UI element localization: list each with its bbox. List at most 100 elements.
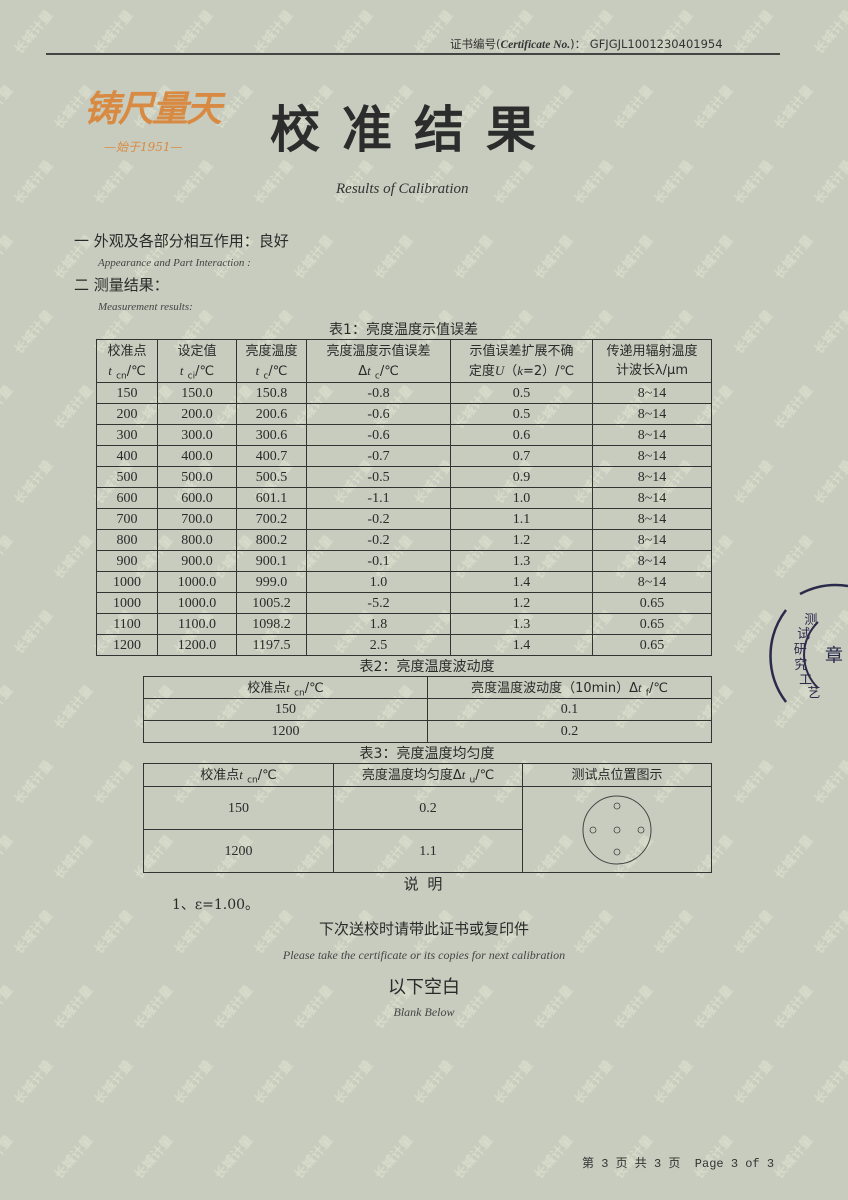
table-fluctuation: 校准点t cn/℃ 亮度温度波动度（10min）Δt f/℃ 150 0.1 1200…: [143, 676, 712, 743]
table-cell: 700.0: [157, 508, 237, 530]
reminder-text: 下次送校时请带此证书或复印件: [318, 920, 529, 938]
table-cell: 8~14: [592, 550, 712, 572]
table-cell: 400.7: [236, 445, 307, 467]
seal-arc-char: 研: [794, 642, 807, 657]
reminder-text-en: Please take the certificate or its copie…: [282, 948, 566, 962]
column-header: 测试点位置图示: [522, 763, 712, 787]
table-cell: -0.6: [306, 403, 451, 425]
table-cell: 1.3: [450, 613, 593, 635]
table-row: 700 700.0 700.2 -0.2 1.1 8~14: [96, 508, 712, 530]
table-cell: -0.8: [306, 382, 451, 404]
table-cell: 1000: [96, 592, 158, 614]
measurement-heading-en: Measurement results:: [98, 301, 193, 313]
table-cell: 400.0: [157, 445, 237, 467]
table-cell: 1.8: [306, 613, 451, 635]
table-cell: 1.1: [333, 829, 523, 873]
table-cell: 0.6: [450, 424, 593, 446]
table-cell: 900.0: [157, 550, 237, 572]
table-cell: 1.3: [450, 550, 593, 572]
table-cell: 1200: [96, 634, 158, 656]
table-cell: -0.2: [306, 508, 451, 530]
table-row: 300 300.0 300.6 -0.6 0.6 8~14: [96, 424, 712, 446]
table-cell: 0.5: [450, 382, 593, 404]
test-point-diagram: [522, 786, 712, 873]
table-cell: 0.9: [450, 466, 593, 488]
table-cell: -0.7: [306, 445, 451, 467]
table-cell: 1200.0: [157, 634, 237, 656]
column-header: 亮度温度 t c/℃: [236, 339, 307, 383]
table-cell: 0.1: [427, 698, 712, 721]
page-title: 校准结果: [270, 101, 558, 159]
table-row: 150 150.0 150.8 -0.8 0.5 8~14: [96, 382, 712, 404]
table-cell: 150: [143, 786, 334, 830]
table-cell: -0.6: [306, 424, 451, 446]
note-item: 1、ε=1.00。: [172, 897, 260, 913]
table-cell: 800: [96, 529, 158, 551]
table-row: 1000 1000.0 1005.2 -5.2 1.2 0.65: [96, 592, 712, 614]
table-row: 150 0.1: [143, 698, 712, 721]
table-cell: 150.0: [157, 382, 237, 404]
table-cell: 1005.2: [236, 592, 307, 614]
table-cell: 500.0: [157, 466, 237, 488]
table-row: 800 800.0 800.2 -0.2 1.2 8~14: [96, 529, 712, 551]
seal-arc-char: 试: [797, 627, 810, 642]
table-cell: 1.1: [450, 508, 593, 530]
seal-arc-char: 测: [804, 613, 817, 628]
table-cell: 1.2: [450, 592, 593, 614]
table-cell: 1100: [96, 613, 158, 635]
table-cell: 1.4: [450, 571, 593, 593]
table-row: 1000 1000.0 999.0 1.0 1.4 8~14: [96, 571, 712, 593]
seal-arc-char: 究: [794, 658, 807, 673]
table-cell: 8~14: [592, 424, 712, 446]
column-header: 设定值 t ci/℃: [157, 339, 237, 383]
table-cell: -5.2: [306, 592, 451, 614]
certificate-number: 证书编号(Certificate No.)： GFJGJL10012304019…: [450, 37, 723, 51]
table-cell: 8~14: [592, 382, 712, 404]
logo-subtitle: —始于1951—: [104, 140, 183, 154]
page-subtitle: Results of Calibration: [336, 181, 469, 197]
table-cell: 601.1: [236, 487, 307, 509]
table-cell: 800.0: [157, 529, 237, 551]
table-cell: 300.0: [157, 424, 237, 446]
column-header: 亮度温度均匀度Δt u/℃: [333, 763, 523, 787]
table-cell: -1.1: [306, 487, 451, 509]
table-cell: 999.0: [236, 571, 307, 593]
table-cell: 8~14: [592, 508, 712, 530]
table-cell: -0.5: [306, 466, 451, 488]
table-cell: 1.0: [450, 487, 593, 509]
test-point-diagram-icon: [582, 795, 652, 864]
notes-heading: 说 明: [403, 875, 445, 893]
blank-below: 以下空白: [388, 977, 460, 998]
column-header: 亮度温度示值误差 Δt c/℃: [306, 339, 451, 383]
table3-caption: 表3：亮度温度均匀度: [359, 746, 495, 762]
table-row: 1200 1.1: [143, 829, 712, 873]
table-row: 1100 1100.0 1098.2 1.8 1.3 0.65: [96, 613, 712, 635]
table-cell: 0.5: [450, 403, 593, 425]
seal-arc-char: 工: [799, 673, 812, 688]
blank-below-en: Blank Below: [393, 1005, 455, 1019]
header-rule: [46, 53, 780, 55]
table-row: 400 400.0 400.7 -0.7 0.7 8~14: [96, 445, 712, 467]
table-cell: 500: [96, 466, 158, 488]
column-header: 校准点t cn/℃: [143, 763, 334, 787]
table-cell: 500.5: [236, 466, 307, 488]
table-cell: 1200: [143, 720, 428, 743]
table-cell: 1200: [143, 829, 334, 873]
table-row: 1200 0.2: [143, 720, 712, 743]
table-cell: 700.2: [236, 508, 307, 530]
seal-center-text: 章: [825, 646, 843, 667]
table-indication-error: 校准点 t cn/℃ 设定值 t ci/℃ 亮度温度 t c/℃ 亮度温度示值误差 Δt c/…: [96, 339, 712, 656]
table-cell: 8~14: [592, 529, 712, 551]
table-cell: -0.1: [306, 550, 451, 572]
table-cell: 150: [143, 698, 428, 721]
seal-arc-char: 艺: [807, 686, 820, 701]
table-row: 500 500.0 500.5 -0.5 0.9 8~14: [96, 466, 712, 488]
column-header: 亮度温度波动度（10min）Δt f/℃: [427, 676, 712, 699]
table-cell: 0.65: [592, 592, 712, 614]
table-cell: 800.2: [236, 529, 307, 551]
table-cell: 1098.2: [236, 613, 307, 635]
table-cell: 400: [96, 445, 158, 467]
table-cell: 200.6: [236, 403, 307, 425]
